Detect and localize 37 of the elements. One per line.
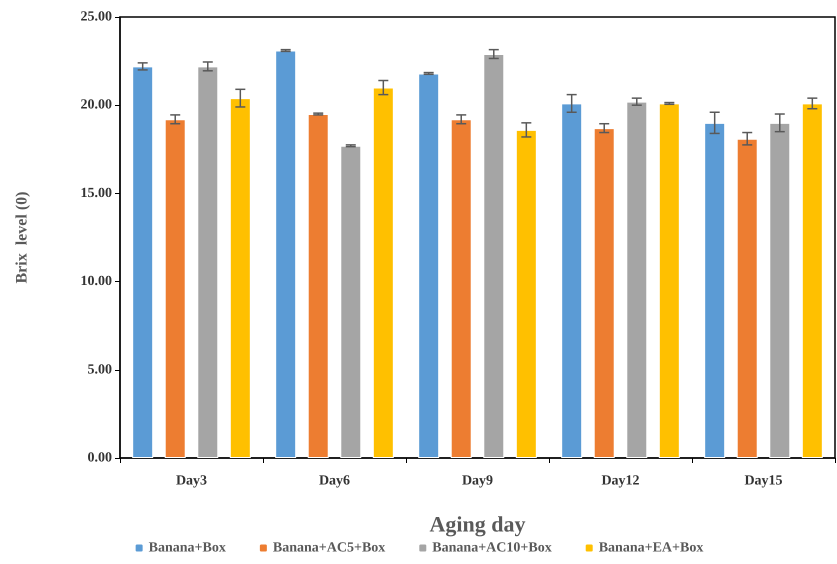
y-tick-label: 10.00 xyxy=(80,274,112,290)
bar xyxy=(802,103,823,458)
bar xyxy=(308,114,329,458)
x-tick-label: Day9 xyxy=(462,474,494,488)
x-tick-label: Day3 xyxy=(176,474,208,488)
bar xyxy=(164,119,186,458)
y-tick-label: 15.00 xyxy=(80,186,112,201)
bar xyxy=(483,54,504,458)
y-tick-label: 25.00 xyxy=(80,10,112,24)
bar xyxy=(230,98,251,458)
bar xyxy=(561,103,582,458)
bar xyxy=(594,128,615,458)
x-axis-title: Aging day xyxy=(430,512,526,536)
x-tick-label: Day15 xyxy=(744,474,783,488)
y-tick-label: 5.00 xyxy=(88,362,112,378)
bar xyxy=(197,66,218,458)
bar xyxy=(769,122,790,458)
y-tick-label: 20.00 xyxy=(80,98,112,113)
bar xyxy=(450,119,472,458)
bar xyxy=(516,130,537,458)
bar xyxy=(418,73,440,458)
bar xyxy=(132,66,154,458)
legend-label: Banana+EA+Box xyxy=(598,540,704,556)
bar xyxy=(275,50,296,458)
bar xyxy=(736,138,758,458)
bar xyxy=(340,146,362,458)
y-axis-title: Brix level (0) xyxy=(14,192,30,284)
x-tick-label: Day6 xyxy=(318,474,350,488)
legend-label: Banana+Box xyxy=(148,540,226,556)
bar xyxy=(658,103,680,458)
bar xyxy=(704,122,726,458)
legend-label: Banana+AC5+Box xyxy=(272,540,386,556)
legend-label: Banana+AC10+Box xyxy=(432,540,552,556)
bar xyxy=(626,102,648,458)
x-tick-label: Day12 xyxy=(601,474,640,488)
y-tick-label: 0.00 xyxy=(88,450,112,466)
bar xyxy=(372,88,394,458)
